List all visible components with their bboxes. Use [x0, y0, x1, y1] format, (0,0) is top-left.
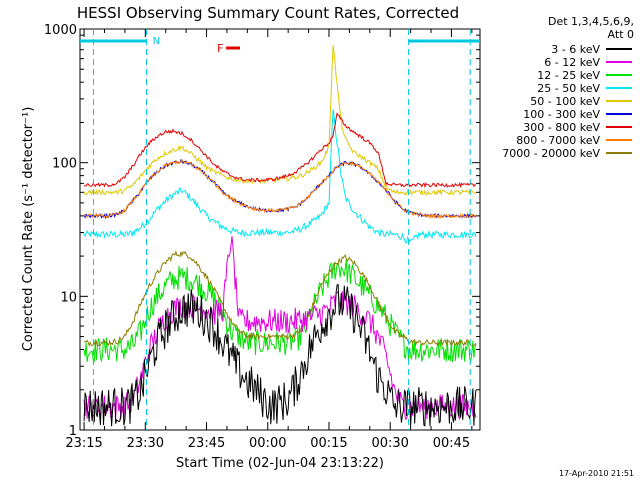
legend-item-label: 50 - 100 keV [530, 95, 600, 108]
legend-item-label: 12 - 25 keV [537, 69, 600, 82]
chart-title: HESSI Observing Summary Count Rates, Cor… [77, 4, 459, 22]
legend-item-label: 100 - 300 keV [523, 108, 600, 121]
series-line [83, 283, 477, 427]
series-line [83, 259, 477, 363]
legend-item-label: 25 - 50 keV [537, 82, 600, 95]
x-axis: 23:15 23:30 23:45 00:00 00:15 00:30 00:45 [65, 29, 473, 451]
legend-item-label: 7000 - 20000 keV [502, 147, 600, 160]
y-tick-label: 1000 [44, 23, 77, 38]
y-tick-label: 1 [69, 424, 77, 439]
x-axis-label: Start Time (02-Jun-04 23:13:22) [176, 456, 384, 471]
y-tick-label: 100 [52, 157, 77, 172]
x-tick-label: 00:30 [371, 436, 408, 451]
night-marker-label: N [153, 36, 160, 47]
y-axis-label: Corrected Count Rate (s⁻¹ detector⁻¹) [21, 107, 36, 352]
x-tick-label: 00:15 [310, 436, 347, 451]
legend-item-label: 300 - 800 keV [523, 121, 600, 134]
x-tick-label: 23:15 [65, 436, 102, 451]
legend-item-label: 3 - 6 keV [551, 43, 600, 56]
x-tick-label: 23:45 [188, 436, 225, 451]
annotation-layer: NF [80, 29, 480, 430]
series-line [83, 112, 476, 189]
plot-frame [79, 28, 481, 431]
x-tick-label: 00:00 [249, 436, 286, 451]
series-line [83, 236, 477, 420]
series-layer [83, 45, 477, 427]
legend-item-label: 6 - 12 keV [544, 56, 600, 69]
x-tick-label: 23:30 [127, 436, 164, 451]
y-axis: 1 10 100 1000 [44, 23, 480, 439]
series-line [84, 250, 477, 347]
series-line [83, 158, 477, 220]
legend-item-label: 800 - 7000 keV [516, 134, 600, 147]
legend-header-line-1: Det 1,3,4,5,6,9, [548, 15, 634, 28]
series-line [83, 159, 477, 219]
series-line [83, 45, 477, 197]
series-line [83, 109, 477, 244]
legend-header-line-2: Att 0 [608, 28, 634, 41]
y-tick-label: 10 [60, 290, 77, 305]
x-tick-label: 00:45 [433, 436, 470, 451]
timestamp: 17-Apr-2010 21:51 [559, 469, 634, 478]
flare-marker-label: F [217, 42, 223, 55]
